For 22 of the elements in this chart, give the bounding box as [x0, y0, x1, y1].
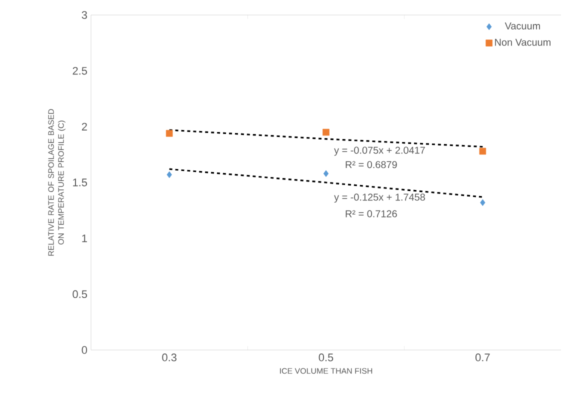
legend-label: Non Vacuum — [495, 38, 550, 46]
y-tick-label: 2.5 — [72, 66, 88, 75]
annotation: R² = 0.7126 — [346, 210, 397, 218]
y-tick-label: 1 — [82, 234, 87, 242]
point — [323, 170, 329, 177]
y-tick-label: 0 — [82, 346, 88, 354]
annotation: R² = 0.6879 — [346, 161, 397, 168]
y-tick-label: 0.5 — [72, 290, 88, 298]
x-tick-label: 0.3 — [162, 354, 176, 362]
annotation: y = -0.075x + 2.0417 — [334, 146, 425, 156]
annotation: y = -0.125x + 1.7458 — [334, 194, 425, 203]
point — [480, 199, 486, 206]
point — [479, 148, 486, 155]
legend-label: Vacuum — [504, 22, 540, 30]
x-tick-label: 0.5 — [318, 354, 334, 362]
y-tick-label: 3 — [82, 11, 87, 19]
x-tick-label: 0.7 — [475, 354, 490, 362]
point — [166, 130, 173, 137]
point — [322, 128, 330, 136]
y-tick-label: 1.5 — [73, 178, 88, 186]
point — [166, 171, 172, 178]
y-tick-label: 2 — [82, 122, 87, 130]
